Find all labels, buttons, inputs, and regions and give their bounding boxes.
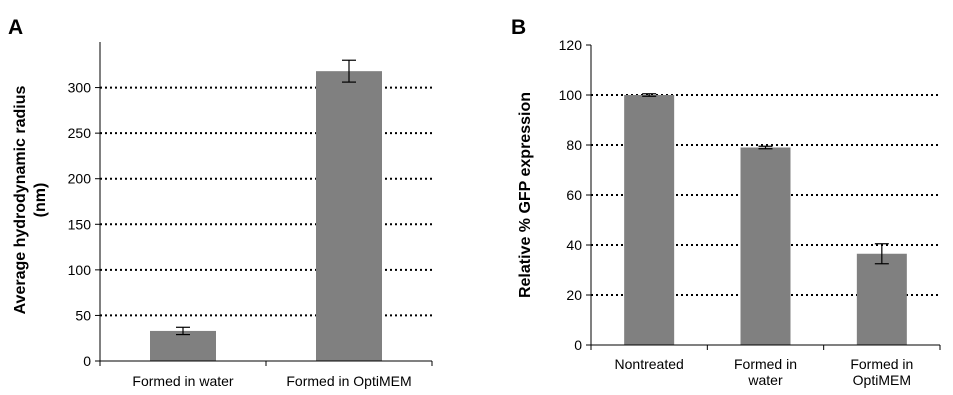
panel-b-chart: B 0 20 40 60 80 100 120 Nontreated Formed in water… [511, 16, 941, 388]
panel-a-error-bar [176, 326, 190, 336]
panel-b-error-bar [642, 93, 657, 97]
panel-a-y-tick-label: 250 [68, 125, 92, 141]
panel-a-category-label: Formed in OptiMEM [286, 373, 411, 389]
panel-b-y-tick-label: 100 [559, 87, 583, 103]
panel-b-y-tick-label: 80 [566, 137, 582, 153]
panel-b-y-tick-label: 40 [566, 237, 582, 253]
panel-b-category-label: Formed in water [734, 356, 797, 388]
panel-b-y-tick-label: 120 [559, 37, 583, 53]
panel-a-y-axis-title: (nm) [32, 183, 49, 218]
panel-a-y-tick-label: 200 [68, 171, 92, 187]
panel-a-category-label: Formed in water [132, 373, 233, 389]
panel-a-y-tick-label: 50 [75, 307, 91, 323]
panel-b-bar [624, 95, 675, 345]
panel-a-bar [150, 330, 216, 361]
panel-b-category-label: Formed in OptiMEM [850, 356, 913, 388]
panel-b-bar [740, 147, 791, 345]
panel-b-bar [856, 253, 907, 345]
panel-b-y-axis-title: Relative % GFP expression [517, 92, 534, 298]
panel-b-error-bar [874, 243, 889, 265]
panel-b-y-tick-label: 0 [574, 337, 582, 353]
panel-a-y-tick-label: 300 [68, 80, 92, 96]
panel-a-y-tick-label: 150 [68, 216, 92, 232]
panel-b-y-tick-label: 60 [566, 187, 582, 203]
panel-a-y-tick-label: 100 [68, 262, 92, 278]
panel-a-y-axis-title: Average hydrodynamic radius [12, 85, 29, 314]
panel-a-letter: A [8, 16, 23, 39]
panel-b-letter: B [511, 16, 526, 39]
panel-a-bar [316, 71, 382, 361]
panel-a-error-bar [342, 59, 356, 83]
panel-a-chart: A 0 50 100 150 200 250 300 Formed in water Formed… [8, 16, 433, 389]
panel-a-y-tick-label: 0 [83, 353, 91, 369]
panel-b-y-tick-label: 20 [566, 287, 582, 303]
panel-b-category-label: Nontreated [615, 356, 684, 372]
panel-b-error-bar [758, 145, 773, 150]
